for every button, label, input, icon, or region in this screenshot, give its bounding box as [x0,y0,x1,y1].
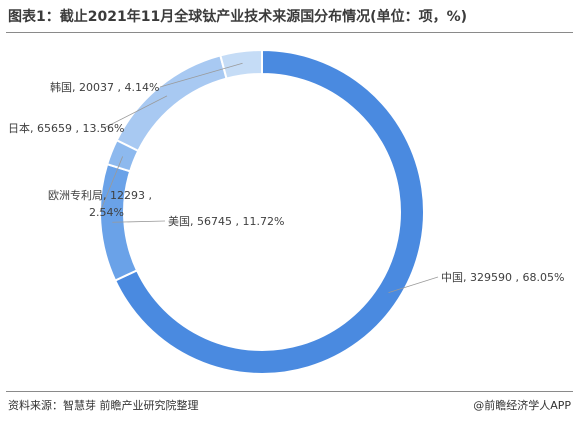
chart-title: 图表1：截止2021年11月全球钛产业技术来源国分布情况(单位：项，%) [8,9,468,25]
leader-line-0 [388,276,439,293]
brand-credit: @前瞻经济学人APP [473,399,571,412]
slice-3 [115,54,228,153]
slice-label-2-line-0: 欧洲专利局, 12293 , [48,188,152,202]
slice-4 [219,48,263,80]
slice-label-1: 美国, 56745 , 11.72% [168,215,284,228]
slice-label-4: 韩国, 20037 , 4.14% [50,80,159,94]
title-divider [6,32,573,33]
leader-line-3 [103,95,168,129]
slice-0 [113,48,425,375]
leader-line-1 [112,220,166,223]
footer-divider [6,391,573,392]
leader-line-2 [99,156,124,213]
slice-label-0: 中国, 329590 , 68.05% [441,271,564,284]
slice-label-2-line-1: 2.54% [89,206,124,219]
leader-line-4 [159,62,243,88]
source-note: 资料来源：智慧芽 前瞻产业研究院整理 [8,399,199,412]
slice-label-3: 日本, 65659 , 13.56% [8,121,124,135]
